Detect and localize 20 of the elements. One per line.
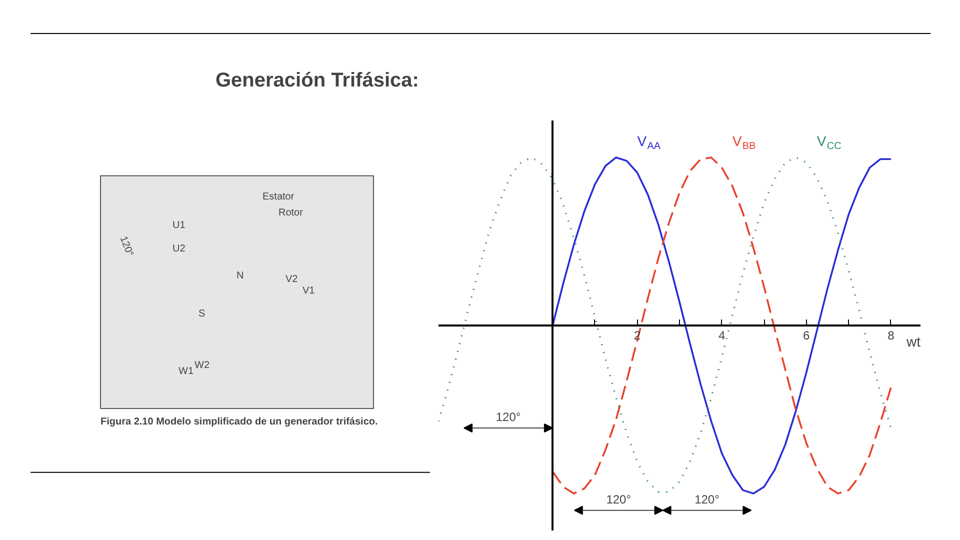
- x-tick-label: 8: [888, 328, 895, 342]
- text: Estator: [262, 191, 295, 202]
- text: N: [236, 270, 244, 282]
- text: V1: [302, 286, 316, 297]
- annotation: 120°: [606, 492, 632, 506]
- text: Rotor: [278, 207, 304, 218]
- annotation: 120°: [496, 410, 521, 424]
- x-axis-title: wt: [906, 334, 921, 350]
- annotation: 120°: [694, 492, 720, 506]
- text: Figura 2.10 Modelo simplificado de un generador trifásico.: [100, 416, 378, 428]
- chart-title: Generación Trifásica:: [216, 70, 419, 92]
- x-tick-label: 4: [718, 328, 726, 342]
- text: V2: [286, 274, 298, 286]
- x-tick-label: 6: [803, 328, 810, 342]
- text: U1: [172, 220, 186, 231]
- text: W1: [178, 366, 194, 377]
- text: W2: [194, 360, 210, 372]
- text: S: [198, 308, 206, 320]
- text: 120°: [117, 234, 136, 258]
- text: U2: [172, 244, 186, 255]
